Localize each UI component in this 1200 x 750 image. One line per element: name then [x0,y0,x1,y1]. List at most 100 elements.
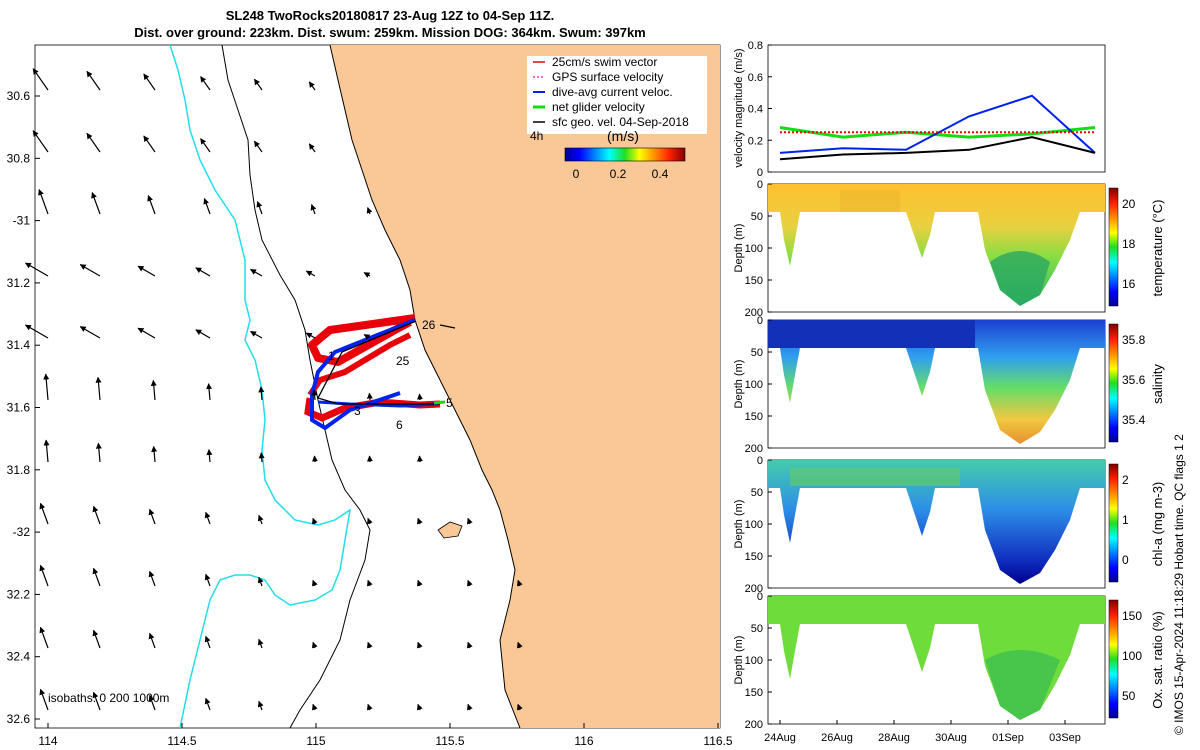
track-label-26: 26 [422,318,436,332]
colorbar-tick: 0 [573,167,580,181]
depth-ylabel: Depth (m) [733,636,745,685]
velocity-arrow [150,379,157,401]
lat-tick-label: 31.4 [7,338,31,352]
series-sfc-geo-vel- [779,136,1096,161]
depth-tick-label: 200 [745,443,763,455]
velocity-arrow [257,638,264,649]
map-legend: 25cm/s swim vector GPS surface velocity … [527,55,707,134]
depth-tick-label: 150 [745,275,763,287]
velocity-arrow [86,132,101,153]
cbar-tick-label: 16 [1122,277,1136,291]
temperature-colorbar-label: temperature (°C) [1150,200,1165,297]
velocity-arrow [308,143,316,153]
series-net-glider-velocity [779,126,1096,139]
velocity-arrow [147,195,156,215]
velocity-arrow [204,697,211,711]
velocity-arrow [151,445,158,463]
time-tick-label: 24Aug [764,732,796,744]
velocity-arrow [366,517,373,525]
depth-tick-label: 50 [751,623,763,635]
velocity-arrow [95,376,102,401]
lat-tick-label: 31.6 [7,401,31,415]
cbar-tick-label: 20 [1122,197,1136,211]
velocity-arrow [516,641,523,649]
velocity-arrow [466,517,473,525]
velocity-arrow [258,386,265,401]
velocity-arrow [148,694,156,711]
velocity-arrow [39,502,49,525]
depth-ylabel: Depth (m) [733,224,745,273]
velocity-arrow [91,192,101,215]
cbar-tick-label: 35.6 [1122,373,1146,387]
velocity-arrow [143,135,156,153]
velocity-arrow [363,272,371,278]
depth-tick-label: 100 [745,655,763,667]
velocity-arrow [311,641,318,649]
velocity-arrow [204,511,211,525]
velocity-arrow [366,703,373,711]
cbar-tick-label: 100 [1122,649,1142,663]
cbar-tick-label: 150 [1122,609,1142,623]
cbar-tick-label: 1 [1122,513,1129,527]
track-label-1: 1 [328,349,335,363]
track-label-5: 5 [446,396,453,410]
velocity-arrow [92,505,101,525]
lon-tick-label: 115 [306,734,325,748]
depth-tick-label: 50 [751,211,763,223]
velocity-arrow [416,641,423,649]
velocity-arrow [366,392,373,401]
velocity-arrow [311,389,318,401]
legend-item-sfc: sfc geo. vel. 04-Sep-2018 [552,115,689,129]
velocity-arrow [416,579,423,587]
velocity-arrow [366,455,373,463]
velocity-arrow [206,383,213,401]
vel-tick-label: 0.6 [748,72,763,84]
velocity-arrow [39,688,49,711]
velocity-arrow [311,455,318,463]
surface-velocity-arrows [24,68,523,711]
lon-tick-label: 116 [574,734,593,748]
lat-tick-label: 31.2 [7,276,31,290]
lon-tick-label: 116.5 [703,734,732,748]
velocity-arrow [257,514,264,525]
velocity-y-axis: 0 0.2 0.4 0.6 0.8 [748,40,772,179]
velocity-arrow [203,198,211,215]
cbar-tick-label: 2 [1122,473,1129,487]
imos-credit: © IMOS 15-Apr-2024 11:18:29 Hobart time.… [1172,434,1186,735]
velocity-arrow [195,329,211,339]
velocity-arrow [308,81,316,91]
cbar-tick-label: 50 [1122,689,1136,703]
velocity-series [779,94,1096,161]
depth-tick-label: 0 [757,315,763,327]
velocity-arrow [148,508,156,525]
lon-tick-label: 115.5 [435,734,464,748]
velocity-arrow [86,70,101,91]
velocity-arrow [204,573,211,587]
lat-tick-label: 31.8 [7,463,31,477]
track-label-25: 25 [396,354,410,368]
velocity-arrow [137,327,156,339]
lat-tick-label: -32 [13,525,31,539]
isobath-0m [329,44,521,729]
depth-tick-label: 200 [745,719,763,731]
plot-title-line2: Dist. over ground: 223km. Dist. swum: 25… [134,25,646,40]
colorbar-time-label: 4h [530,129,543,143]
velocity-arrow [366,579,373,587]
chl-a-colorbar-label: chl-a (mg m-3) [1150,482,1165,567]
map-panel: 26 1 25 5 3 6 25cm/s swim vector GPS sur… [7,44,733,748]
velocity-arrow [200,76,211,91]
depth-ylabel: Depth (m) [733,500,745,549]
velocity-arrow [250,268,263,277]
lat-tick-label: 30.8 [7,151,31,165]
velocity-arrow [148,632,156,649]
velocity-arrow [24,262,49,277]
velocity-arrow [466,703,473,711]
velocity-arrow [256,201,263,215]
isobath-1000m [169,44,352,729]
velocity-arrow [258,452,265,463]
oxygen-colorbar-label: Ox. sat. ratio (%) [1150,611,1165,709]
velocity-arrow [32,68,49,91]
vel-tick-label: 0.2 [748,135,763,147]
velocity-arrow [466,641,473,649]
